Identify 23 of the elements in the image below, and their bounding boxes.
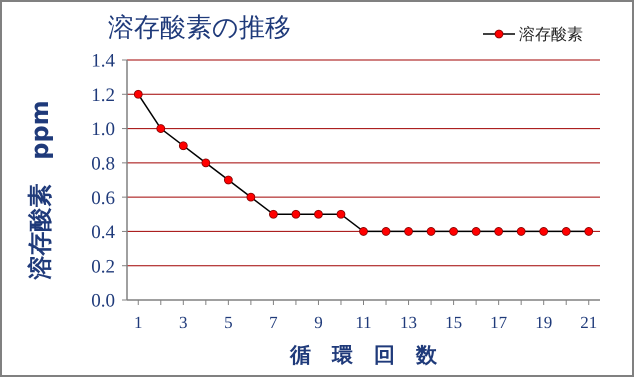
chart-title: 溶存酸素の推移 bbox=[108, 13, 291, 43]
legend-label: 溶存酸素 bbox=[519, 24, 583, 44]
x-tick-label: 3 bbox=[179, 313, 188, 332]
y-tick-label: 0.2 bbox=[91, 256, 115, 278]
y-tick-label: 1.4 bbox=[91, 50, 116, 72]
y-tick-label: 0.4 bbox=[91, 222, 116, 244]
y-tick-label: 1.2 bbox=[91, 84, 115, 106]
x-tick-label: 21 bbox=[580, 313, 598, 332]
y-tick-label: 0.6 bbox=[91, 188, 115, 209]
x-tick-label: 17 bbox=[490, 313, 508, 332]
x-tick-label: 7 bbox=[269, 313, 278, 332]
y-tick-label: 0.0 bbox=[91, 290, 115, 312]
y-tick-label: 0.8 bbox=[91, 154, 115, 175]
y-tick-label: 1.0 bbox=[91, 119, 115, 140]
x-tick-label: 15 bbox=[445, 313, 462, 332]
x-tick-label: 11 bbox=[355, 313, 372, 332]
x-tick-label: 9 bbox=[314, 313, 323, 332]
x-tick-label: 13 bbox=[400, 313, 418, 332]
x-tick-label: 5 bbox=[224, 313, 233, 332]
x-tick-label: 1 bbox=[134, 313, 143, 332]
x-tick-label: 19 bbox=[535, 313, 552, 332]
y-axis-title: 溶存酸素 ppm bbox=[26, 100, 54, 281]
x-axis-title: 循 環 回 数 bbox=[289, 343, 438, 367]
